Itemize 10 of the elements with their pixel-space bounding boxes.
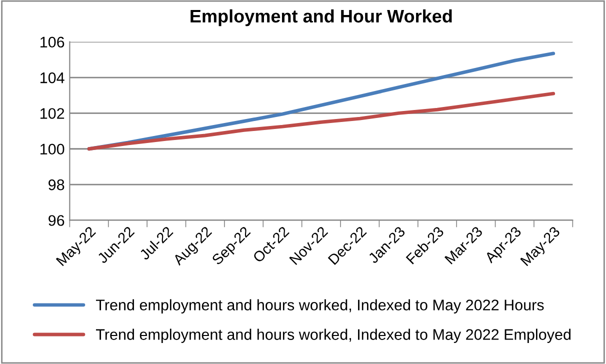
y-tick-label: 100 bbox=[40, 144, 64, 155]
y-tick-label: 102 bbox=[40, 108, 64, 119]
y-tick-label: 106 bbox=[40, 36, 64, 48]
y-tick-label: 104 bbox=[40, 72, 64, 84]
line-series bbox=[87, 92, 556, 151]
y-tick-label: 96 bbox=[48, 215, 64, 226]
y-tick-label: 98 bbox=[48, 179, 64, 190]
legend-label: Trend employment and hours worked, Indexed to May 2022 Hours bbox=[96, 299, 544, 314]
legend-label: Trend employment and hours worked, Indexed to May 2022 Employed bbox=[96, 328, 571, 343]
chart-title: Employment and Hour Worked bbox=[190, 9, 452, 26]
